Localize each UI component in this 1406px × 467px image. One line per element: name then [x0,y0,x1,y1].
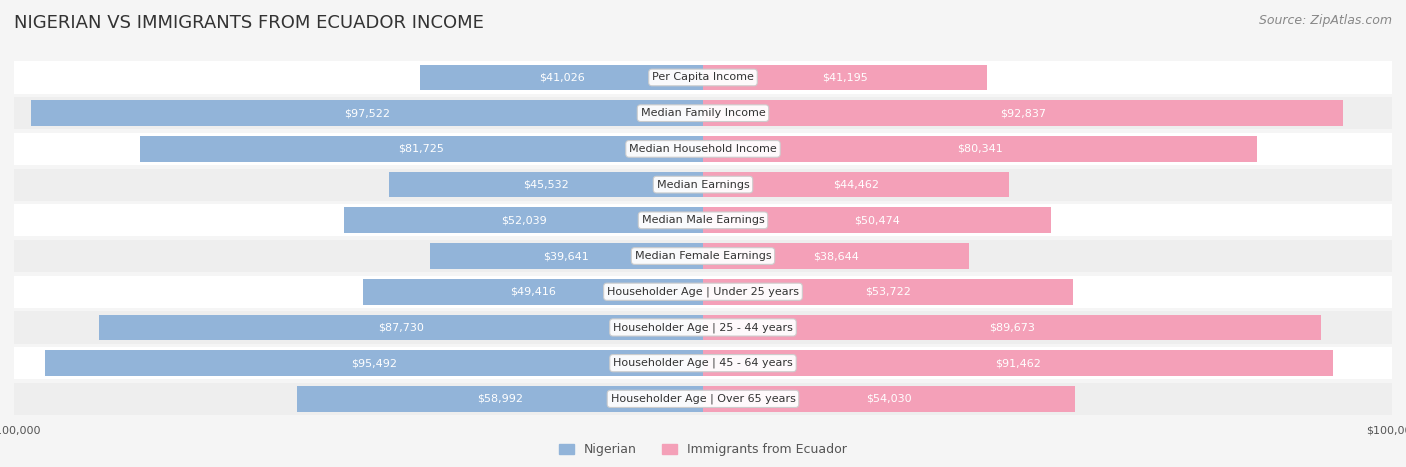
Bar [703,100,1343,126]
Text: $52,039: $52,039 [501,215,547,225]
Text: NIGERIAN VS IMMIGRANTS FROM ECUADOR INCOME: NIGERIAN VS IMMIGRANTS FROM ECUADOR INCO… [14,14,484,32]
Bar [297,386,703,412]
Text: $45,532: $45,532 [523,180,569,190]
Text: Median Family Income: Median Family Income [641,108,765,118]
Bar [703,279,1073,304]
Bar [14,383,1392,415]
Text: $81,725: $81,725 [398,144,444,154]
Bar [703,64,987,90]
Text: $38,644: $38,644 [813,251,859,261]
Bar [420,64,703,90]
Bar [703,386,1076,412]
Text: $87,730: $87,730 [378,322,423,333]
Text: $44,462: $44,462 [834,180,879,190]
Text: $91,462: $91,462 [995,358,1040,368]
Bar [14,240,1392,272]
Bar [14,204,1392,236]
Bar [363,279,703,304]
Bar [389,172,703,198]
Text: Source: ZipAtlas.com: Source: ZipAtlas.com [1258,14,1392,27]
Text: $92,837: $92,837 [1000,108,1046,118]
Text: Median Male Earnings: Median Male Earnings [641,215,765,225]
Text: Householder Age | Over 65 years: Householder Age | Over 65 years [610,394,796,404]
Bar [703,315,1320,340]
Text: $54,030: $54,030 [866,394,912,404]
Bar [14,97,1392,129]
Text: $97,522: $97,522 [344,108,389,118]
Bar [14,61,1392,93]
Bar [141,136,703,162]
Bar [14,169,1392,201]
Text: Median Household Income: Median Household Income [628,144,778,154]
Bar [45,350,703,376]
Bar [703,136,1257,162]
Legend: Nigerian, Immigrants from Ecuador: Nigerian, Immigrants from Ecuador [554,439,852,461]
Bar [703,172,1010,198]
Bar [14,133,1392,165]
Text: $58,992: $58,992 [477,394,523,404]
Text: Householder Age | 25 - 44 years: Householder Age | 25 - 44 years [613,322,793,333]
Text: $50,474: $50,474 [853,215,900,225]
Bar [703,207,1050,233]
Text: $41,026: $41,026 [538,72,585,83]
Bar [98,315,703,340]
Text: Median Female Earnings: Median Female Earnings [634,251,772,261]
Text: $95,492: $95,492 [352,358,396,368]
Text: Householder Age | 45 - 64 years: Householder Age | 45 - 64 years [613,358,793,368]
Text: $89,673: $89,673 [988,322,1035,333]
Text: $41,195: $41,195 [823,72,868,83]
Bar [344,207,703,233]
Bar [14,276,1392,308]
Text: $53,722: $53,722 [865,287,911,297]
Bar [31,100,703,126]
Bar [14,311,1392,344]
Bar [14,347,1392,379]
Text: $49,416: $49,416 [510,287,555,297]
Bar [703,243,969,269]
Text: $80,341: $80,341 [957,144,1002,154]
Text: Per Capita Income: Per Capita Income [652,72,754,83]
Text: $39,641: $39,641 [544,251,589,261]
Text: Householder Age | Under 25 years: Householder Age | Under 25 years [607,286,799,297]
Bar [430,243,703,269]
Text: Median Earnings: Median Earnings [657,180,749,190]
Bar [703,350,1333,376]
